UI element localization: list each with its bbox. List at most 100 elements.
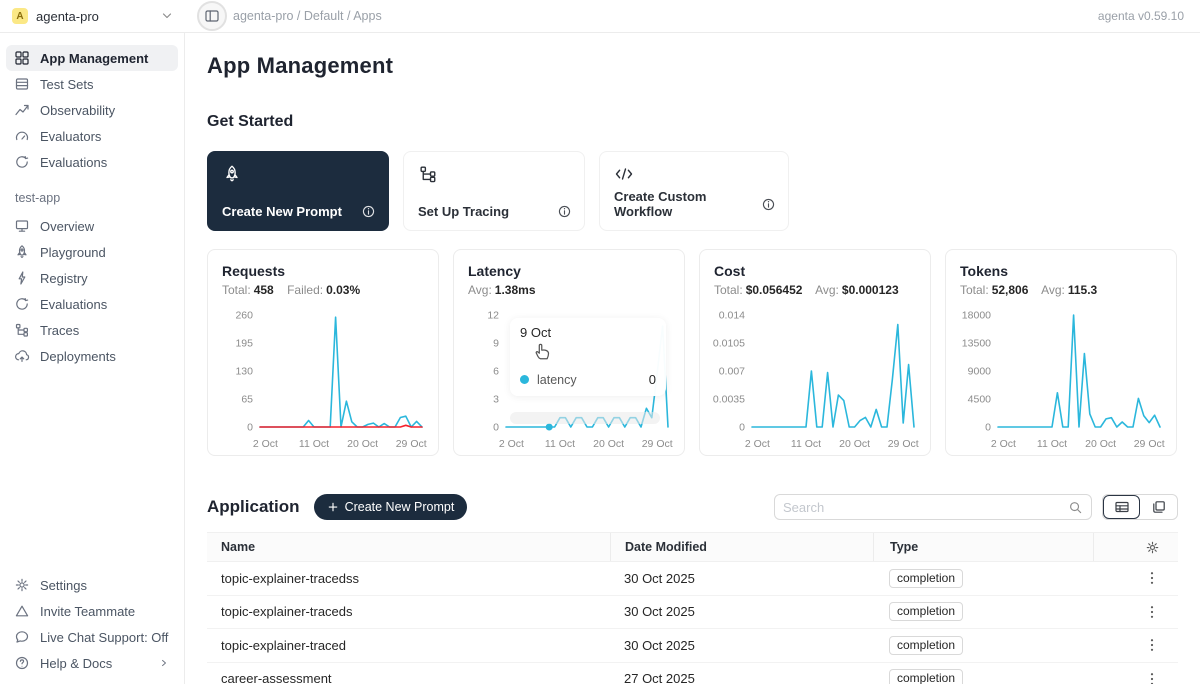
refresh-circle-icon bbox=[14, 296, 30, 312]
sidebar-item-settings[interactable]: Settings bbox=[6, 572, 178, 598]
table-row[interactable]: topic-explainer-traceds 30 Oct 2025 comp… bbox=[207, 596, 1178, 630]
sidebar-item-label: Playground bbox=[40, 245, 106, 260]
sidebar-item-traces[interactable]: Traces bbox=[6, 317, 178, 343]
sidebar-item-help-docs[interactable]: Help & Docs bbox=[6, 650, 178, 676]
triangle-icon bbox=[14, 603, 30, 619]
requests-line-chart[interactable]: 2601951306502 Oct11 Oct20 Oct29 Oct bbox=[214, 303, 430, 453]
kebab-menu-icon[interactable] bbox=[1144, 637, 1160, 653]
chart-hover-band bbox=[510, 412, 660, 424]
create-new-prompt-card[interactable]: Create New Prompt bbox=[207, 151, 389, 231]
sidebar-item-label: Evaluations bbox=[40, 155, 107, 170]
sidebar-item-label: Registry bbox=[40, 271, 88, 286]
column-header-type: Type bbox=[873, 533, 1093, 561]
plus-icon bbox=[327, 501, 339, 513]
workspace-avatar: A bbox=[12, 8, 28, 24]
code-icon bbox=[614, 164, 634, 184]
type-badge: completion bbox=[889, 669, 963, 684]
sidebar-item-live-chat[interactable]: Live Chat Support: Off bbox=[6, 624, 178, 650]
sidebar-item-observability[interactable]: Observability bbox=[6, 97, 178, 123]
app-name: topic-explainer-tracedss bbox=[207, 571, 610, 586]
svg-text:11 Oct: 11 Oct bbox=[791, 438, 821, 450]
sidebar-item-app-management[interactable]: App Management bbox=[6, 45, 178, 71]
sidebar-item-evaluators[interactable]: Evaluators bbox=[6, 123, 178, 149]
kebab-menu-icon[interactable] bbox=[1144, 671, 1160, 684]
svg-text:18000: 18000 bbox=[962, 310, 991, 322]
chart-title: Requests bbox=[222, 263, 424, 279]
svg-text:0: 0 bbox=[493, 422, 499, 434]
tooltip-date: 9 Oct bbox=[520, 325, 656, 340]
svg-text:20 Oct: 20 Oct bbox=[347, 438, 378, 450]
sidebar-item-playground[interactable]: Playground bbox=[6, 239, 178, 265]
table-view-button[interactable] bbox=[1103, 495, 1140, 519]
svg-text:0.007: 0.007 bbox=[719, 366, 745, 378]
sidebar-item-label: Evaluations bbox=[40, 297, 107, 312]
applications-table: Name Date Modified Type topic-explainer-… bbox=[207, 532, 1178, 684]
sidebar-item-deployments[interactable]: Deployments bbox=[6, 343, 178, 369]
tokens-line-chart[interactable]: 18000135009000450002 Oct11 Oct20 Oct29 O… bbox=[952, 303, 1168, 453]
tooltip-series-name: latency bbox=[537, 373, 577, 387]
kebab-menu-icon[interactable] bbox=[1144, 604, 1160, 620]
card-view-button[interactable] bbox=[1140, 495, 1177, 519]
main-content: App Management Get Started Create New Pr… bbox=[185, 33, 1200, 684]
workspace-selector[interactable]: A agenta-pro bbox=[12, 8, 175, 24]
table-view-icon bbox=[1114, 499, 1130, 515]
tokens-chart-card: Tokens Total:52,806 Avg:115.3 1800013500… bbox=[945, 249, 1177, 456]
refresh-circle-icon bbox=[14, 154, 30, 170]
svg-text:0: 0 bbox=[985, 422, 991, 434]
search-input[interactable] bbox=[783, 500, 1068, 515]
svg-text:11 Oct: 11 Oct bbox=[299, 438, 329, 450]
type-badge: completion bbox=[889, 602, 963, 621]
sidebar: App Management Test Sets Observability E… bbox=[0, 33, 185, 684]
chart-stats: Total:$0.056452 Avg:$0.000123 bbox=[714, 283, 916, 297]
info-icon[interactable] bbox=[361, 204, 376, 219]
trend-chart-icon bbox=[14, 102, 30, 118]
table-settings-gear-icon[interactable] bbox=[1145, 540, 1160, 555]
cost-chart-card: Cost Total:$0.056452 Avg:$0.000123 0.014… bbox=[699, 249, 931, 456]
sidebar-item-label: Live Chat Support: Off bbox=[40, 630, 168, 645]
sidebar-item-label: Traces bbox=[40, 323, 79, 338]
svg-text:0.014: 0.014 bbox=[719, 310, 745, 322]
svg-text:65: 65 bbox=[241, 394, 253, 406]
table-row[interactable]: career-assessment 27 Oct 2025 completion bbox=[207, 663, 1178, 684]
sidebar-collapse-button[interactable] bbox=[202, 6, 222, 26]
app-root: A agenta-pro agenta-pro / Default / Apps… bbox=[0, 0, 1200, 684]
mouse-cursor-hand-icon bbox=[532, 340, 554, 362]
table-header: Name Date Modified Type bbox=[207, 532, 1178, 562]
svg-text:2 Oct: 2 Oct bbox=[745, 438, 770, 450]
top-header: A agenta-pro agenta-pro / Default / Apps… bbox=[0, 0, 1200, 33]
sidebar-item-evaluations[interactable]: Evaluations bbox=[6, 149, 178, 175]
sidebar-item-test-sets[interactable]: Test Sets bbox=[6, 71, 178, 97]
chevron-right-icon bbox=[158, 657, 170, 669]
lightning-icon bbox=[14, 270, 30, 286]
create-new-prompt-button[interactable]: Create New Prompt bbox=[314, 494, 468, 520]
rocket-icon bbox=[222, 164, 242, 184]
chat-bubble-icon bbox=[14, 629, 30, 645]
search-icon[interactable] bbox=[1068, 500, 1083, 515]
sidebar-item-app-evaluations[interactable]: Evaluations bbox=[6, 291, 178, 317]
chart-title: Tokens bbox=[960, 263, 1162, 279]
latency-chart-card: Latency Avg:1.38ms 1296302 Oct11 Oct20 O… bbox=[453, 249, 685, 456]
chart-title: Latency bbox=[468, 263, 670, 279]
table-row[interactable]: topic-explainer-traced 30 Oct 2025 compl… bbox=[207, 629, 1178, 663]
svg-text:12: 12 bbox=[487, 310, 499, 322]
kebab-menu-icon[interactable] bbox=[1144, 570, 1160, 586]
type-badge: completion bbox=[889, 569, 963, 588]
svg-text:4500: 4500 bbox=[968, 394, 992, 406]
grid-icon bbox=[14, 50, 30, 66]
info-icon[interactable] bbox=[761, 197, 776, 212]
chart-stats: Avg:1.38ms bbox=[468, 283, 670, 297]
requests-chart-card: Requests Total:458 Failed:0.03% 26019513… bbox=[207, 249, 439, 456]
app-version: agenta v0.59.10 bbox=[1098, 9, 1184, 23]
sidebar-item-registry[interactable]: Registry bbox=[6, 265, 178, 291]
help-circle-icon bbox=[14, 655, 30, 671]
table-row[interactable]: topic-explainer-tracedss 30 Oct 2025 com… bbox=[207, 562, 1178, 596]
set-up-tracing-card[interactable]: Set Up Tracing bbox=[403, 151, 585, 231]
sidebar-item-invite-teammate[interactable]: Invite Teammate bbox=[6, 598, 178, 624]
create-custom-workflow-card[interactable]: Create Custom Workflow bbox=[599, 151, 789, 231]
sidebar-item-overview[interactable]: Overview bbox=[6, 213, 178, 239]
cost-line-chart[interactable]: 0.0140.01050.0070.003502 Oct11 Oct20 Oct… bbox=[706, 303, 922, 453]
info-icon[interactable] bbox=[557, 204, 572, 219]
breadcrumb[interactable]: agenta-pro / Default / Apps bbox=[233, 9, 382, 23]
svg-text:0.0105: 0.0105 bbox=[713, 338, 745, 350]
sidebar-item-label: Test Sets bbox=[40, 77, 93, 92]
